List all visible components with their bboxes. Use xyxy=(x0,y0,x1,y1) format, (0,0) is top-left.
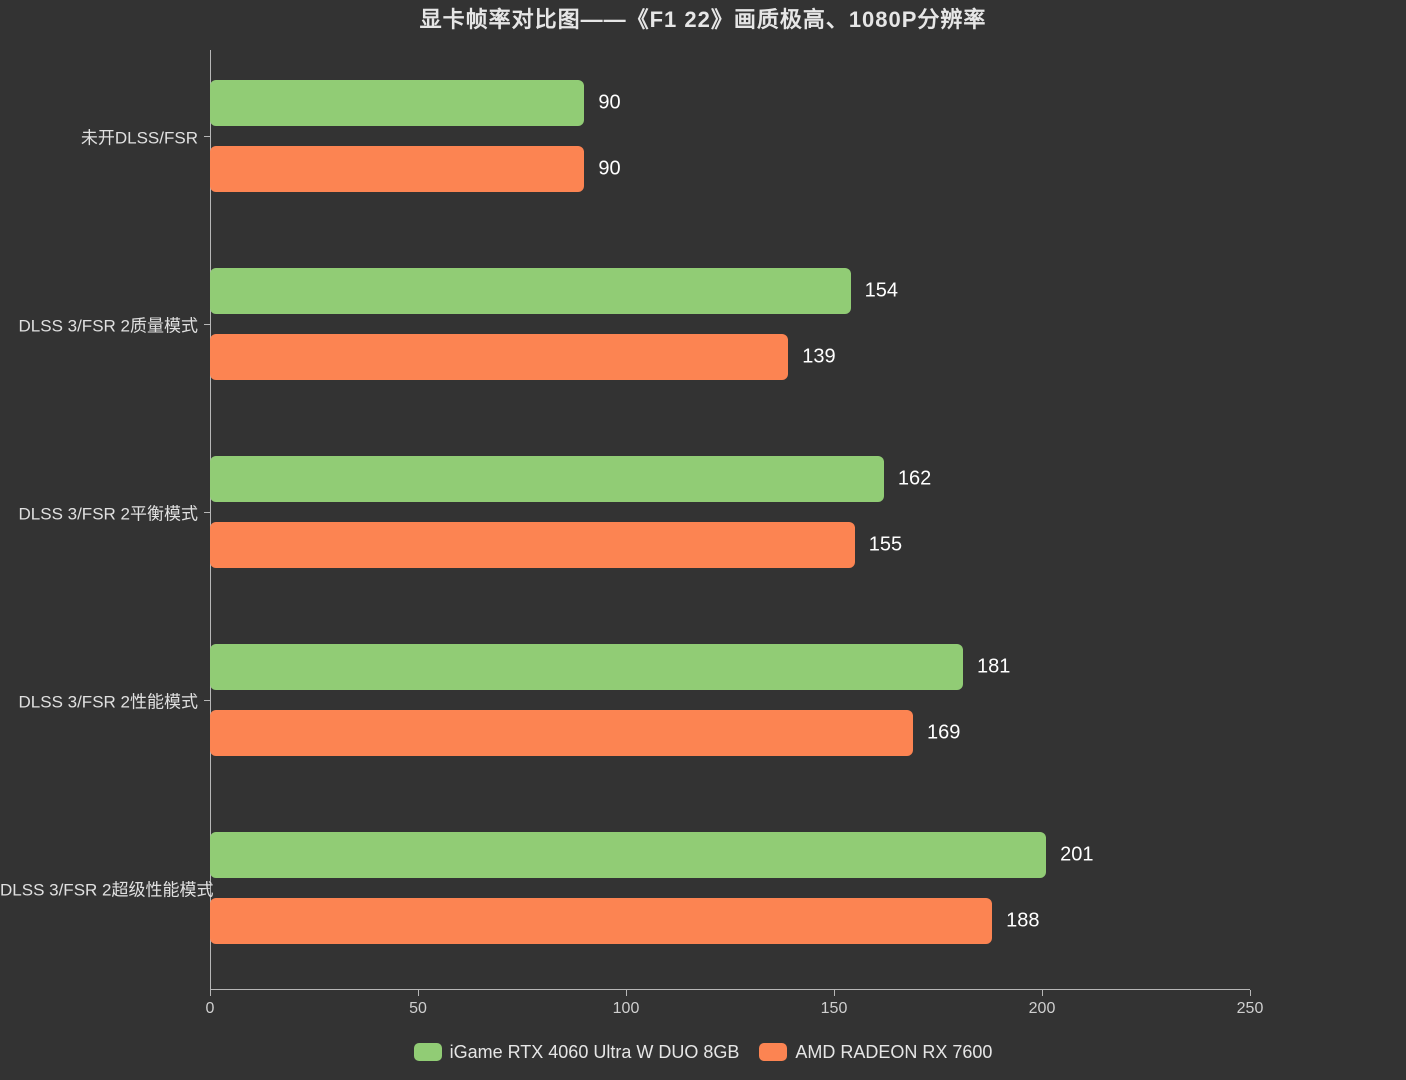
bar-value-label: 90 xyxy=(598,92,620,115)
category-label: DLSS 3/FSR 2超级性能模式 xyxy=(0,876,210,901)
x-tick-label: 150 xyxy=(821,1000,848,1018)
x-tick xyxy=(1250,990,1251,996)
x-tick-label: 250 xyxy=(1237,1000,1264,1018)
bar-value-label: 169 xyxy=(927,722,960,745)
bar xyxy=(210,456,884,502)
bar xyxy=(210,832,1046,878)
legend-label: iGame RTX 4060 Ultra W DUO 8GB xyxy=(450,1042,740,1063)
bar-value-label: 90 xyxy=(598,158,620,181)
bar xyxy=(210,334,788,380)
chart-title: 显卡帧率对比图——《F1 22》画质极高、1080P分辨率 xyxy=(0,2,1406,34)
bar-value-label: 139 xyxy=(802,346,835,369)
x-tick xyxy=(418,990,419,996)
plot-area: 050100150200250未开DLSS/FSR9090DLSS 3/FSR … xyxy=(210,50,1250,990)
bar xyxy=(210,710,913,756)
legend-item: AMD RADEON RX 7600 xyxy=(759,1042,992,1063)
legend-item: iGame RTX 4060 Ultra W DUO 8GB xyxy=(414,1042,740,1063)
x-tick xyxy=(834,990,835,996)
category-label: DLSS 3/FSR 2平衡模式 xyxy=(0,500,210,525)
legend-swatch xyxy=(414,1043,442,1061)
category-label: DLSS 3/FSR 2质量模式 xyxy=(0,312,210,337)
x-tick-label: 50 xyxy=(409,1000,427,1018)
bar-value-label: 201 xyxy=(1060,844,1093,867)
bar xyxy=(210,80,584,126)
bar-value-label: 162 xyxy=(898,468,931,491)
bar xyxy=(210,898,992,944)
bar xyxy=(210,522,855,568)
x-tick-label: 200 xyxy=(1029,1000,1056,1018)
bar xyxy=(210,268,851,314)
x-tick xyxy=(626,990,627,996)
x-tick-label: 100 xyxy=(613,1000,640,1018)
x-tick-label: 0 xyxy=(206,1000,215,1018)
x-tick xyxy=(1042,990,1043,996)
bar xyxy=(210,644,963,690)
bar-value-label: 155 xyxy=(869,534,902,557)
bar-value-label: 181 xyxy=(977,656,1010,679)
legend: iGame RTX 4060 Ultra W DUO 8GB AMD RADEON… xyxy=(0,1042,1406,1067)
category-label: 未开DLSS/FSR xyxy=(0,124,210,149)
bar-value-label: 188 xyxy=(1006,910,1039,933)
x-axis-line xyxy=(210,989,1250,990)
legend-label: AMD RADEON RX 7600 xyxy=(795,1042,992,1063)
category-label: DLSS 3/FSR 2性能模式 xyxy=(0,688,210,713)
legend-swatch xyxy=(759,1043,787,1061)
bar xyxy=(210,146,584,192)
x-tick xyxy=(210,990,211,996)
bar-value-label: 154 xyxy=(865,280,898,303)
